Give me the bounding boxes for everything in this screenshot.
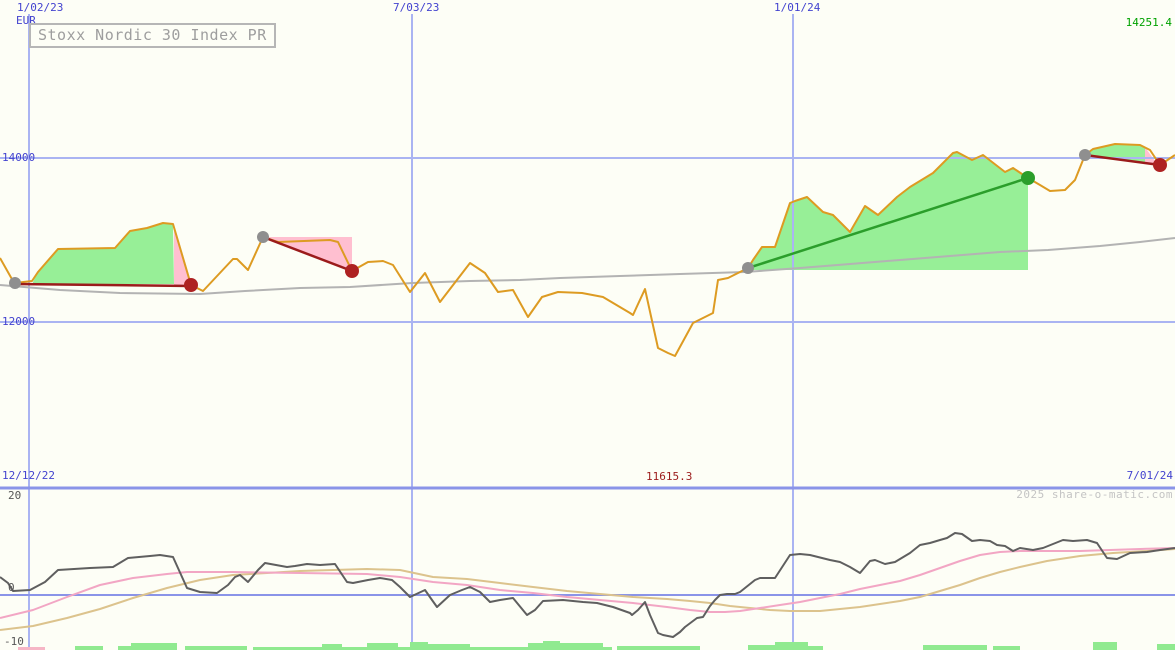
currency-label: EUR	[16, 14, 36, 27]
bottom-axis-date-left: 12/12/22	[2, 469, 55, 482]
secondary-value-label: 11615.3	[646, 470, 693, 483]
oscillator	[0, 532, 1175, 638]
signal-slow	[0, 548, 1175, 631]
top-axis-date-3: 1/01/24	[774, 1, 821, 14]
ind-tick-20: 20	[8, 489, 22, 502]
ind-tick-0: 0	[8, 581, 15, 594]
last-price-label: 14251.4	[1125, 16, 1172, 29]
bottom-axis-date-right: 7/01/24	[1126, 469, 1173, 482]
watermark: 2025 share-o-matic.com	[1016, 488, 1173, 501]
ytick-14000: 14000	[2, 151, 36, 164]
ytick-12000: 12000	[2, 315, 36, 328]
ind-tick-m10: -10	[4, 635, 24, 648]
signal-fast	[0, 547, 1175, 619]
chart-title: Stoxx Nordic 30 Index PR	[29, 23, 276, 48]
top-axis-date-2: 7/03/23	[393, 1, 440, 14]
top-axis-date-1: 1/02/23	[17, 1, 64, 14]
